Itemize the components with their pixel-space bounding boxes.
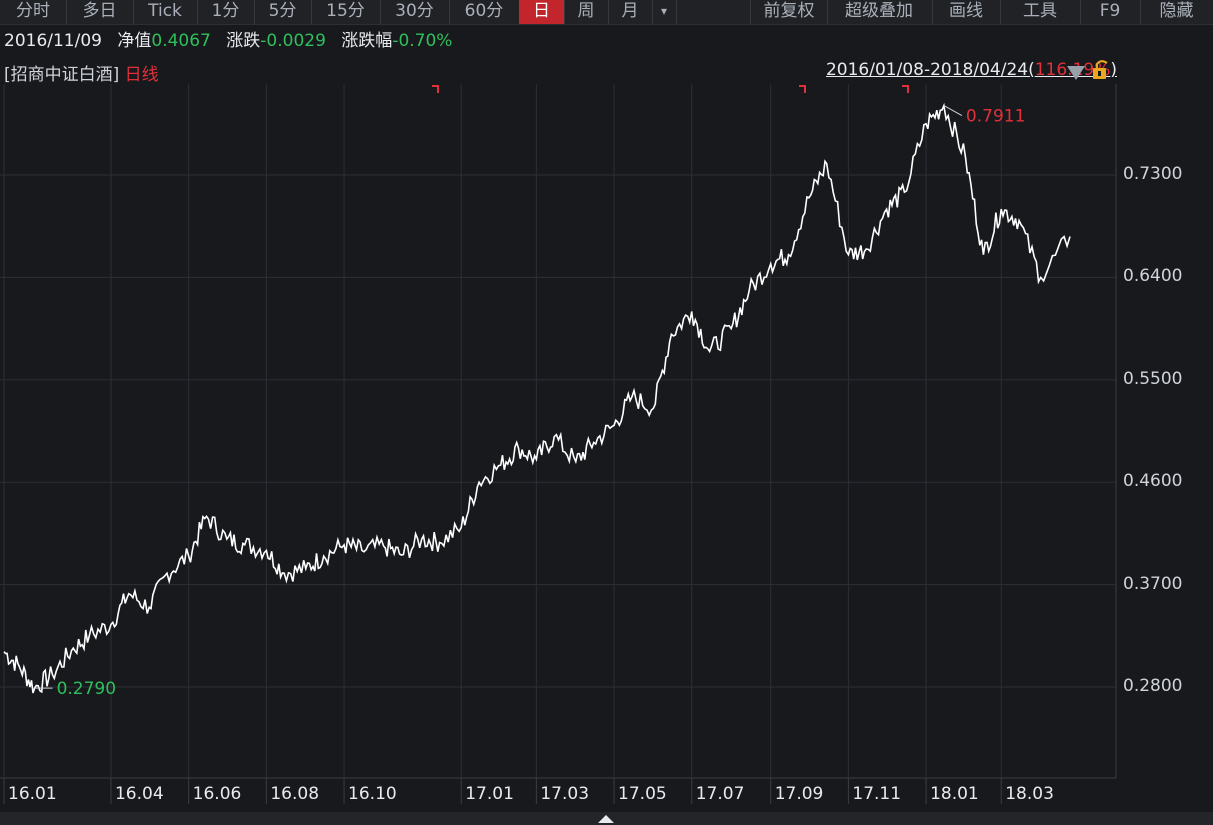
x-tick-label: 17.07: [695, 784, 745, 804]
event-markers: [432, 85, 909, 93]
x-tick-label: 17.11: [852, 784, 902, 804]
x-tick-label: 17.05: [618, 784, 667, 804]
price-line: [3, 102, 1071, 694]
change-pct-label: 涨跌幅: [341, 31, 393, 51]
tab-1min[interactable]: 1分: [197, 0, 255, 24]
super-overlay-button[interactable]: 超级叠加: [826, 0, 933, 24]
x-tick-label: 16.06: [192, 784, 242, 804]
extreme-pointer: [943, 105, 963, 117]
extreme-annotations: 0.7911 0.2790: [34, 105, 1025, 699]
series-title-row: [招商中证白酒] 日线: [4, 60, 159, 85]
y-tick-label: 0.3700: [1123, 573, 1183, 594]
max-label: 0.7911: [966, 107, 1025, 127]
horizontal-gridlines: [0, 174, 1116, 688]
min-label: 0.2790: [57, 679, 116, 699]
expand-arrow-icon[interactable]: [598, 815, 614, 823]
range-text: 2016/01/08-2018/04/24(: [825, 60, 1035, 80]
tools-button[interactable]: 工具: [1000, 0, 1081, 24]
tab-duori[interactable]: 多日: [66, 0, 134, 24]
change-value: -0.0029: [260, 31, 326, 51]
period-dropdown-icon[interactable]: ▾: [652, 0, 677, 24]
event-marker[interactable]: [799, 85, 806, 93]
info-date: 2016/11/09: [4, 31, 102, 51]
range-close: ): [1110, 60, 1117, 80]
tab-weekly[interactable]: 周: [564, 0, 609, 24]
x-tick-label: 16.01: [8, 784, 57, 804]
hide-button[interactable]: 隐藏: [1159, 1, 1194, 21]
x-tick-label: 16.10: [348, 784, 397, 804]
nav-value: 0.4067: [151, 31, 211, 51]
range-dropdown-icon[interactable]: [1067, 66, 1085, 80]
change-label: 涨跌: [226, 31, 261, 51]
tab-fenshi[interactable]: 分时: [0, 0, 67, 24]
x-tick-label: 17.03: [540, 784, 590, 804]
x-tick-label: 17.01: [465, 784, 514, 804]
y-tick-label: 0.6400: [1123, 266, 1183, 287]
tab-monthly[interactable]: 月: [608, 0, 653, 24]
x-tick-label: 18.03: [1005, 784, 1054, 804]
change-pct-value: -0.70%: [392, 31, 453, 51]
tab-30min[interactable]: 30分: [380, 0, 450, 24]
nav-label: 净值: [117, 31, 152, 51]
forward-adjust-button[interactable]: 前复权: [750, 0, 828, 24]
f9-button[interactable]: F9: [1080, 0, 1141, 24]
y-tick-label: 0.5500: [1123, 368, 1183, 389]
y-tick-label: 0.7300: [1123, 164, 1183, 185]
series-title: [招商中证白酒]: [4, 65, 120, 85]
x-tick-label: 18.01: [930, 784, 979, 804]
period-label: 日线: [124, 65, 159, 85]
tab-5min[interactable]: 5分: [254, 0, 312, 24]
y-tick-label: 0.4600: [1123, 471, 1183, 492]
tab-15min[interactable]: 15分: [311, 0, 381, 24]
x-tick-label: 16.04: [114, 784, 164, 804]
event-marker[interactable]: [902, 85, 909, 93]
x-tick-label: 17.09: [774, 784, 824, 804]
x-tick-label: 16.08: [270, 784, 320, 804]
lock-icon[interactable]: [1093, 60, 1108, 79]
event-marker[interactable]: [432, 85, 439, 93]
tab-daily[interactable]: 日: [519, 0, 565, 24]
tab-tick[interactable]: Tick: [133, 0, 198, 24]
y-tick-label: 0.2800: [1123, 675, 1183, 696]
range-summary[interactable]: 2016/01/08-2018/04/24(116.19%): [826, 60, 1117, 80]
draw-line-button[interactable]: 画线: [932, 0, 1001, 24]
bottom-scrollbar[interactable]: [0, 812, 1213, 825]
toolbar: 分时 多日 Tick 1分 5分 15分 30分 60分 日 周 月 ▾ 前复权…: [0, 0, 1213, 25]
quote-info-bar: 2016/11/09 净值0.4067 涨跌-0.0029 涨跌幅-0.70%: [4, 27, 456, 55]
vertical-gridlines: [3, 84, 1002, 804]
